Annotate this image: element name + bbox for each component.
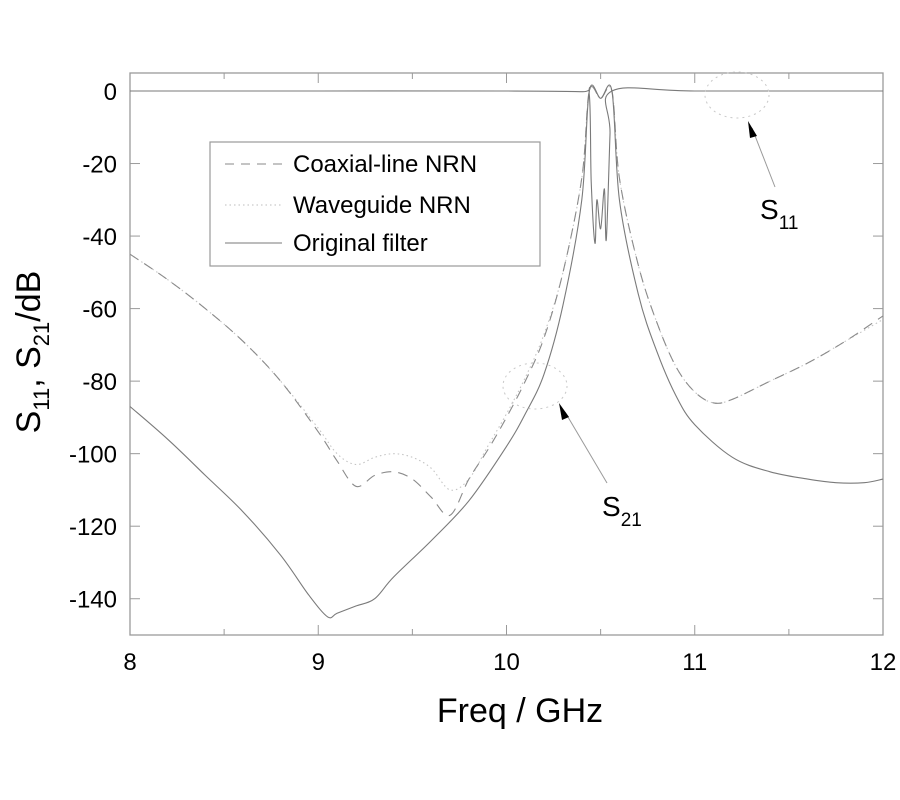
x-axis-tick-labels: 8 9 10 11 12 — [123, 649, 896, 676]
y-axis-tick-labels: 0 -20 -40 -60 -80 -100 -120 -140 — [69, 79, 117, 614]
y-tick-label: -100 — [69, 442, 117, 469]
s21-label: S21 — [602, 491, 642, 531]
legend: Coaxial-line NRN Waveguide NRN Original … — [209, 141, 541, 267]
legend-label-waveguide: Waveguide NRN — [293, 192, 471, 219]
series-line-solid — [130, 86, 884, 244]
svg-text:S11, S21/dB: S11, S21/dB — [10, 271, 54, 434]
series-line-solid — [129, 84, 884, 619]
data-series — [129, 84, 884, 619]
x-tick-label: 12 — [870, 649, 897, 676]
annotation-s11: S11 — [704, 71, 798, 234]
y-tick-label: -40 — [82, 224, 117, 251]
legend-label-coaxial: Coaxial-line NRN — [293, 151, 477, 178]
s11-highlight-ellipse — [704, 71, 770, 119]
s11-arrow-line — [751, 127, 776, 188]
legend-box — [209, 141, 541, 267]
legend-label-original: Original filter — [293, 230, 428, 257]
x-tick-label: 9 — [312, 649, 325, 676]
axis-ticks — [129, 73, 884, 635]
s21-arrow-head-icon — [559, 403, 569, 420]
series-line-dashed — [129, 85, 884, 517]
s21-arrow-line — [564, 411, 608, 484]
x-tick-label: 11 — [682, 649, 707, 676]
x-axis-title: Freq / GHz — [437, 692, 603, 730]
s11-label: S11 — [760, 194, 798, 234]
y-tick-label: -120 — [69, 514, 117, 541]
s21-highlight-ellipse — [502, 362, 568, 410]
y-tick-label: -80 — [82, 369, 117, 396]
x-tick-label: 8 — [123, 649, 136, 676]
s11-arrow-head-icon — [748, 121, 757, 138]
series-line-dotted — [129, 85, 884, 491]
y-tick-label: -140 — [69, 587, 117, 614]
y-axis-title: S11, S21/dB — [10, 271, 54, 434]
y-tick-label: -60 — [82, 297, 117, 324]
y-tick-label: 0 — [104, 79, 117, 106]
x-tick-label: 10 — [493, 649, 520, 676]
y-tick-label: -20 — [82, 152, 117, 179]
annotation-s21: S21 — [502, 362, 642, 531]
